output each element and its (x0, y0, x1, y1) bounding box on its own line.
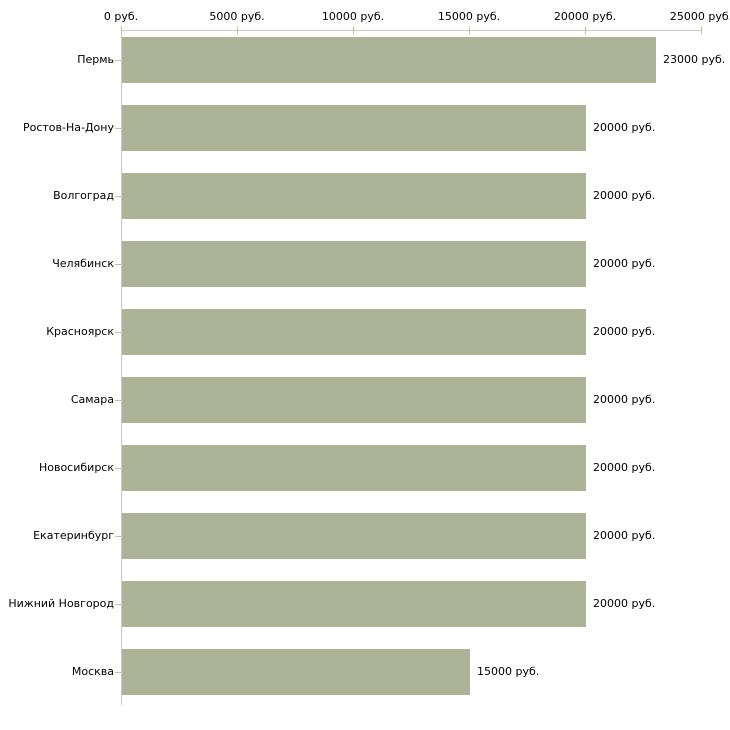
bar (122, 105, 586, 151)
y-axis-line (121, 30, 122, 705)
x-axis-line (121, 30, 702, 31)
y-tick-mark (115, 264, 121, 265)
y-tick-mark (115, 196, 121, 197)
x-tick-label: 15000 руб. (437, 10, 501, 23)
value-label: 20000 руб. (593, 189, 656, 202)
value-label: 20000 руб. (593, 121, 656, 134)
x-tick-label: 10000 руб. (321, 10, 385, 23)
bar (122, 649, 470, 695)
category-label: Пермь (77, 53, 114, 66)
x-tick-mark (353, 26, 354, 35)
value-label: 20000 руб. (593, 325, 656, 338)
x-tick-label: 25000 руб. (669, 10, 730, 23)
category-label: Волгоград (53, 189, 114, 202)
value-label: 23000 руб. (663, 53, 726, 66)
value-label: 20000 руб. (593, 529, 656, 542)
category-label: Москва (71, 665, 114, 678)
value-label: 20000 руб. (593, 393, 656, 406)
x-tick-mark (237, 26, 238, 35)
y-tick-mark (115, 128, 121, 129)
y-tick-mark (115, 468, 121, 469)
category-label: Екатеринбург (33, 529, 114, 542)
bar (122, 173, 586, 219)
y-tick-mark (115, 400, 121, 401)
bar (122, 37, 656, 83)
value-label: 20000 руб. (593, 257, 656, 270)
x-tick-mark (701, 26, 702, 35)
category-label: Ростов-На-Дону (22, 121, 114, 134)
value-label: 15000 руб. (477, 665, 540, 678)
category-label: Челябинск (52, 257, 114, 270)
bar (122, 581, 586, 627)
y-tick-mark (115, 672, 121, 673)
category-label: Самара (70, 393, 114, 406)
x-tick-label: 20000 руб. (553, 10, 617, 23)
x-tick-label: 5000 руб. (209, 10, 265, 23)
value-label: 20000 руб. (593, 597, 656, 610)
y-tick-mark (115, 604, 121, 605)
y-tick-mark (115, 536, 121, 537)
bar (122, 309, 586, 355)
bar (122, 513, 586, 559)
bar (122, 377, 586, 423)
x-tick-mark (585, 26, 586, 35)
y-tick-mark (115, 332, 121, 333)
x-tick-label: 0 руб. (103, 10, 139, 23)
bar (122, 241, 586, 287)
x-tick-mark (121, 26, 122, 35)
y-tick-mark (115, 60, 121, 61)
x-tick-mark (469, 26, 470, 35)
category-label: Нижний Новгород (8, 597, 114, 610)
category-label: Новосибирск (38, 461, 114, 474)
category-label: Красноярск (46, 325, 114, 338)
bar (122, 445, 586, 491)
value-label: 20000 руб. (593, 461, 656, 474)
